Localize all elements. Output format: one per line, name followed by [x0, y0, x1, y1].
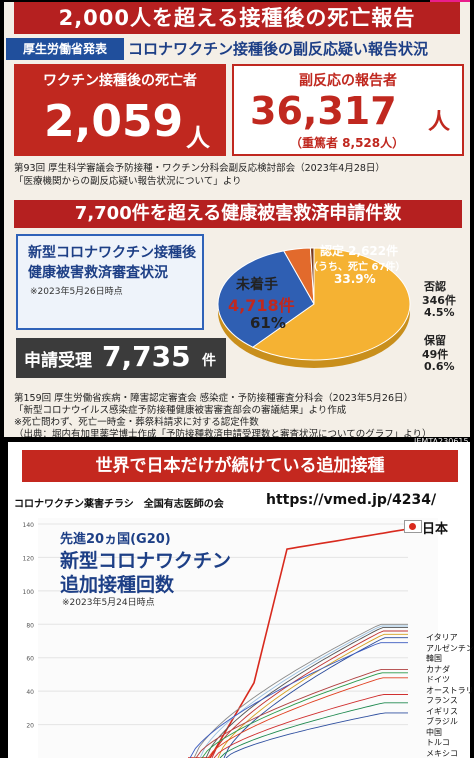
source-note-2: 「医療機関からの副反応疑い報告状況について」より	[14, 176, 242, 187]
series-label: アルゼンチン	[426, 643, 474, 653]
booster-line-chart: 140 120 100 80 60 40 20	[23, 518, 438, 758]
y-tick-label: 60	[26, 656, 34, 663]
series-label: トルコ	[426, 738, 450, 747]
accepted-box: 申請受理 7,735 件	[16, 338, 226, 378]
source-note-4: 「新型コロナウイルス感染症予防接種健康被害審査部会の審議結果」より作成	[14, 405, 347, 416]
source-note-3: 第159回 厚生労働省疾病・障害認定審査会 感染症・予防接種審査分科会（2023…	[14, 393, 413, 404]
infographic-panel-1: 2,000人を超える接種後の死亡報告 厚生労働省発表 コロナワクチン接種後の副反…	[4, 2, 470, 440]
series-line-7	[189, 642, 408, 758]
accepted-value: 7,735	[102, 340, 191, 373]
infographic-panel-2: 世界で日本だけが続けている追加接種 コロナワクチン薬害チラシ 全国有志医師の会 …	[8, 442, 474, 758]
y-tick-label: 20	[26, 723, 34, 730]
y-tick-label: 120	[23, 555, 35, 562]
g20-date: ※2023年5月24日時点	[62, 598, 155, 608]
report-subtitle: コロナワクチン接種後の副反応疑い報告状況	[128, 40, 429, 58]
relief-status-box: 新型コロナワクチン接種後 健康被害救済審査状況 ※2023年5月26日時点	[16, 234, 204, 330]
series-line-13	[225, 712, 408, 758]
series-line-8	[195, 668, 408, 758]
y-tick-label: 80	[26, 622, 34, 629]
series-label: 中国	[426, 727, 442, 737]
pie-pct-pending: 61%	[250, 314, 286, 332]
series-label: 韓国	[426, 654, 442, 663]
report-unit: 人	[428, 110, 451, 135]
pie-slice-3	[309, 247, 315, 305]
relief-status-title-1: 新型コロナワクチン接種後	[28, 245, 196, 261]
death-report-banner: 2,000人を超える接種後の死亡報告	[14, 2, 460, 34]
series-label: カナダ	[426, 664, 450, 674]
pie-pct-approved: 33.9%	[334, 272, 376, 286]
source-tag: 厚生労働省発表	[6, 38, 124, 60]
series-line-5	[217, 633, 408, 758]
accepted-unit: 件	[202, 353, 216, 369]
y-tick-label: 100	[23, 589, 35, 596]
series-label: ドイツ	[426, 675, 450, 684]
series-line-11	[213, 694, 408, 758]
pie-pct-denied: 4.5%	[424, 306, 455, 319]
pie-label-pending: 未着手	[236, 277, 278, 293]
pie-count-hold: 49件	[422, 348, 449, 361]
source-note-1: 第93回 厚生科学審議会予防接種・ワクチン分科会副反応検討部会（2023年4月2…	[14, 163, 385, 174]
series-line-1	[193, 623, 408, 758]
series-label: ブラジル	[426, 717, 458, 726]
pie-slice-1	[217, 250, 315, 348]
source-note-5: ※死亡問わず、死亡一時金・葬祭料請求に対する認定件数	[14, 417, 259, 428]
pie-sublabel-approved: （うち、死亡 67件）	[308, 262, 406, 273]
relief-status-title-2: 健康被害救済審査状況	[28, 265, 168, 281]
series-line-9	[201, 672, 408, 758]
series-label: フランス	[426, 696, 458, 705]
y-tick-label: 140	[23, 522, 35, 529]
g20-title: 先進20ヵ国(G20)	[60, 532, 171, 547]
panel-code: JEMTA230615	[414, 437, 469, 446]
series-line-0	[188, 528, 409, 758]
death-value: 2,059	[44, 96, 184, 147]
pie-label-denied: 否認	[424, 280, 446, 293]
report-label: 副反応の報告者	[299, 73, 397, 89]
death-label: ワクチン接種後の死亡者	[43, 73, 197, 89]
series-line-6	[223, 637, 408, 758]
series-label: イギリス	[426, 706, 458, 716]
pie-label-approved: 認定 2,622件	[320, 244, 399, 258]
accepted-label: 申請受理	[24, 351, 92, 371]
pie-count-denied: 346件	[422, 294, 456, 307]
death-count-box: ワクチン接種後の死亡者 2,059 人	[14, 64, 226, 156]
series-label-japan: 日本	[422, 522, 449, 537]
series-label: メキシコ	[426, 748, 458, 758]
pie-slice-0	[251, 247, 411, 361]
relief-application-banner: 7,700件を超える健康被害救済申請件数	[14, 200, 462, 228]
series-line-10	[207, 677, 408, 758]
g20-title-2: 新型コロナワクチン	[60, 550, 232, 572]
series-line-12	[219, 702, 408, 758]
adverse-report-box: 副反応の報告者 36,317 人 （重篤者 8,528人）	[232, 64, 464, 156]
pie-label-hold: 保留	[424, 334, 446, 347]
booster-banner: 世界で日本だけが続けている追加接種	[22, 450, 458, 482]
panel-separator	[0, 437, 474, 440]
relief-status-date: ※2023年5月26日時点	[30, 287, 123, 297]
y-tick-label: 40	[26, 689, 34, 696]
death-unit: 人	[186, 124, 210, 152]
g20-title-3: 追加接種回数	[60, 574, 175, 596]
source-url-link[interactable]: https://vmed.jp/4234/	[266, 492, 437, 508]
series-label: イタリア	[426, 633, 458, 642]
report-value: 36,317	[250, 89, 397, 133]
pie-pct-hold: 0.6%	[424, 360, 455, 373]
source-note-6: （出典：堀内有加里薬学博士作成「予防接種救済申請受理数と審査状況についてのグラフ…	[14, 429, 432, 440]
series-label: オーストラリア	[426, 685, 474, 695]
pie-count-pending: 4,718件	[228, 296, 295, 315]
series-line-3	[205, 627, 408, 758]
relief-pie-chart	[217, 247, 411, 368]
japan-flag-icon	[404, 520, 422, 533]
serious-count: （重篤者 8,528人）	[290, 136, 405, 150]
series-line-4	[211, 630, 408, 758]
flyer-credit: コロナワクチン薬害チラシ 全国有志医師の会	[14, 499, 224, 510]
